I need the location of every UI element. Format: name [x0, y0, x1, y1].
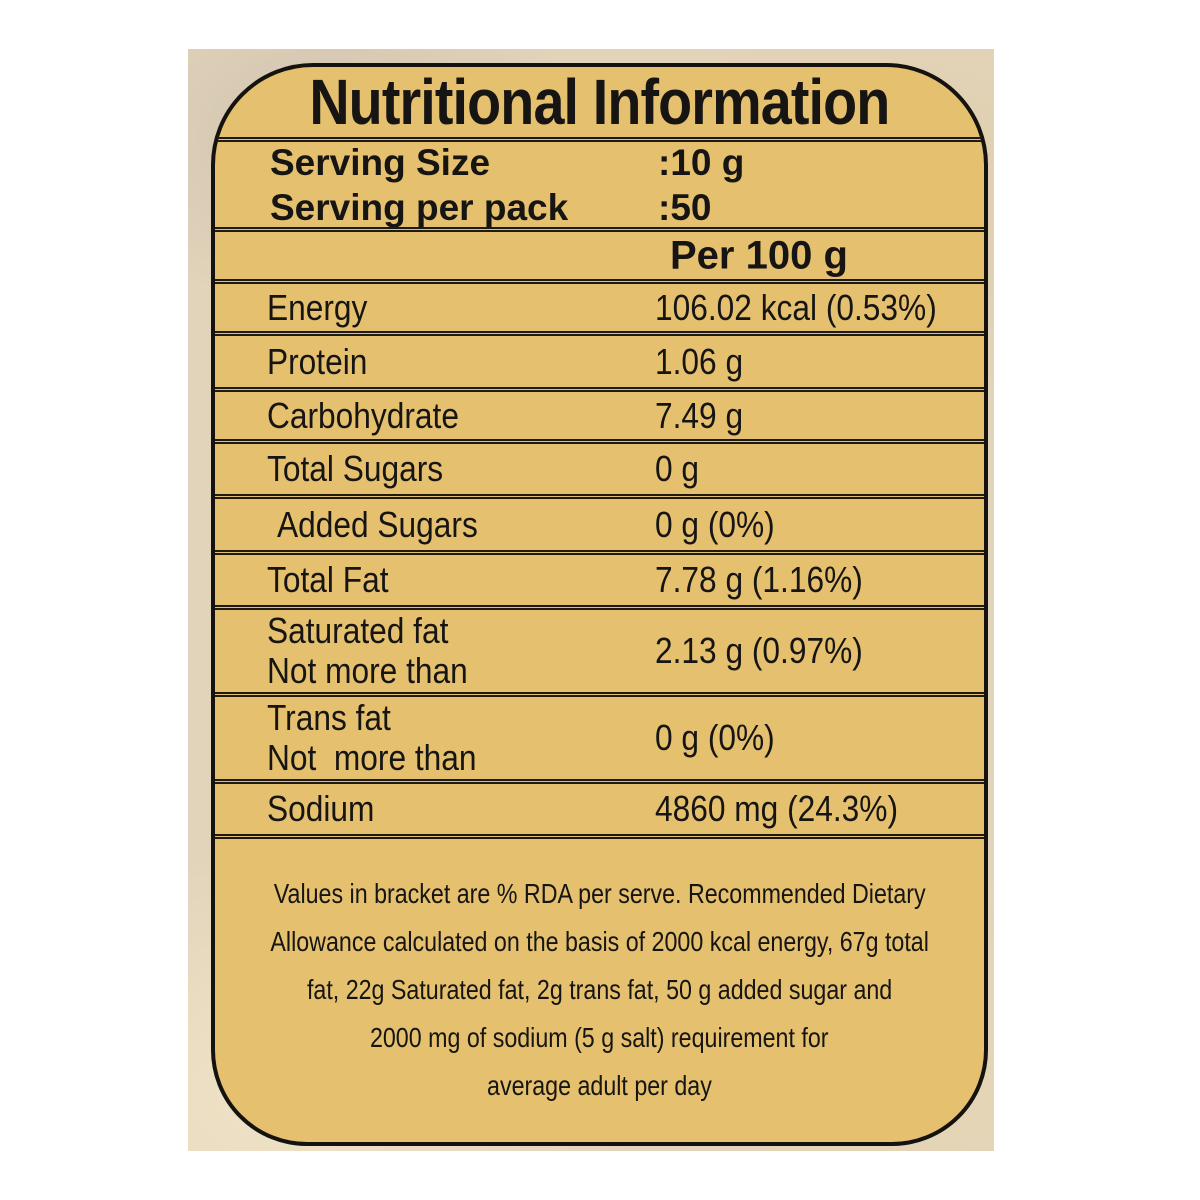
- nutrient-label-line2: Not more than: [267, 737, 477, 778]
- nutrient-label-line1: Saturated fat: [267, 610, 449, 651]
- footnote-line: fat, 22g Saturated fat, 2g trans fat, 50…: [306, 974, 893, 1005]
- serving-per-pack-label: Serving per pack: [270, 186, 569, 228]
- column-header-per-100g: Per 100 g: [670, 233, 848, 277]
- nutrient-label-line2: Not more than: [267, 650, 468, 691]
- label-title: Nutritional Information: [309, 66, 890, 138]
- serving-size-label: Serving Size: [270, 141, 491, 183]
- nutrient-value: 7.49 g: [655, 394, 744, 436]
- nutrient-label: Sodium: [267, 788, 375, 829]
- serving-per-pack-value: :50: [658, 186, 712, 228]
- serving-per-pack-row: Serving per pack :50: [215, 185, 984, 230]
- nutrient-value: 4860 mg (24.3%): [655, 788, 899, 829]
- nutrient-label: Added Sugars: [277, 503, 478, 545]
- rda-footnote: Values in bracket are % RDA per serve. R…: [215, 839, 984, 1141]
- nutrient-value: 106.02 kcal (0.53%): [655, 286, 937, 328]
- nutrient-value: 0 g: [655, 448, 700, 489]
- row-divider: [215, 331, 984, 336]
- row-divider: [215, 279, 984, 284]
- column-header-row: Per 100 g: [215, 232, 984, 279]
- nutrient-value: 1.06 g: [655, 340, 744, 382]
- nutrient-row-protein: Protein 1.06 g: [215, 336, 984, 387]
- nutrient-row-saturated-fat: Saturated fat Not more than 2.13 g (0.97%…: [215, 610, 984, 692]
- row-divider: [215, 387, 984, 392]
- nutrient-label: Total Fat: [267, 559, 389, 600]
- footnote-line: average adult per day: [487, 1070, 712, 1101]
- row-divider: [215, 779, 984, 784]
- row-divider: [215, 227, 984, 232]
- footnote-line: Allowance calculated on the basis of 200…: [270, 926, 929, 957]
- nutrient-row-total-fat: Total Fat 7.78 g (1.16%): [215, 555, 984, 605]
- row-divider: [215, 439, 984, 444]
- serving-size-value: :10 g: [658, 141, 745, 183]
- row-divider: [215, 605, 984, 610]
- footnote-line: Values in bracket are % RDA per serve. R…: [273, 878, 926, 909]
- nutrient-label-line1: Trans fat: [267, 697, 391, 738]
- nutrient-row-trans-fat: Trans fat Not more than 0 g (0%): [215, 697, 984, 779]
- nutrient-row-total-sugars: Total Sugars 0 g: [215, 444, 984, 494]
- nutrient-label: Energy: [267, 286, 368, 328]
- nutrient-label: Trans fat Not more than: [267, 698, 477, 778]
- nutrient-label: Total Sugars: [267, 448, 444, 489]
- row-divider: [215, 137, 984, 142]
- nutrition-label: Nutritional Information Serving Size :10…: [211, 63, 988, 1146]
- nutrient-value: 0 g (0%): [655, 503, 775, 545]
- footnote-line: 2000 mg of sodium (5 g salt) requirement…: [370, 1022, 829, 1053]
- row-divider: [215, 834, 984, 839]
- nutrient-label: Carbohydrate: [267, 394, 459, 436]
- row-divider: [215, 550, 984, 555]
- nutrient-row-energy: Energy 106.02 kcal (0.53%): [215, 284, 984, 331]
- nutrient-value: 7.78 g (1.16%): [655, 559, 863, 600]
- row-divider: [215, 692, 984, 697]
- nutrient-label: Saturated fat Not more than: [267, 611, 468, 691]
- nutrient-value: 0 g (0%): [655, 717, 775, 758]
- nutrient-row-added-sugars: Added Sugars 0 g (0%): [215, 499, 984, 550]
- nutrient-row-carbohydrate: Carbohydrate 7.49 g: [215, 392, 984, 439]
- label-title-row: Nutritional Information: [215, 66, 984, 138]
- nutrient-value: 2.13 g (0.97%): [655, 630, 863, 671]
- nutrient-row-sodium: Sodium 4860 mg (24.3%): [215, 784, 984, 834]
- serving-size-row: Serving Size :10 g: [215, 140, 984, 185]
- nutrient-label: Protein: [267, 340, 368, 382]
- row-divider: [215, 494, 984, 499]
- serving-section: Serving Size :10 g Serving per pack :50: [215, 140, 984, 230]
